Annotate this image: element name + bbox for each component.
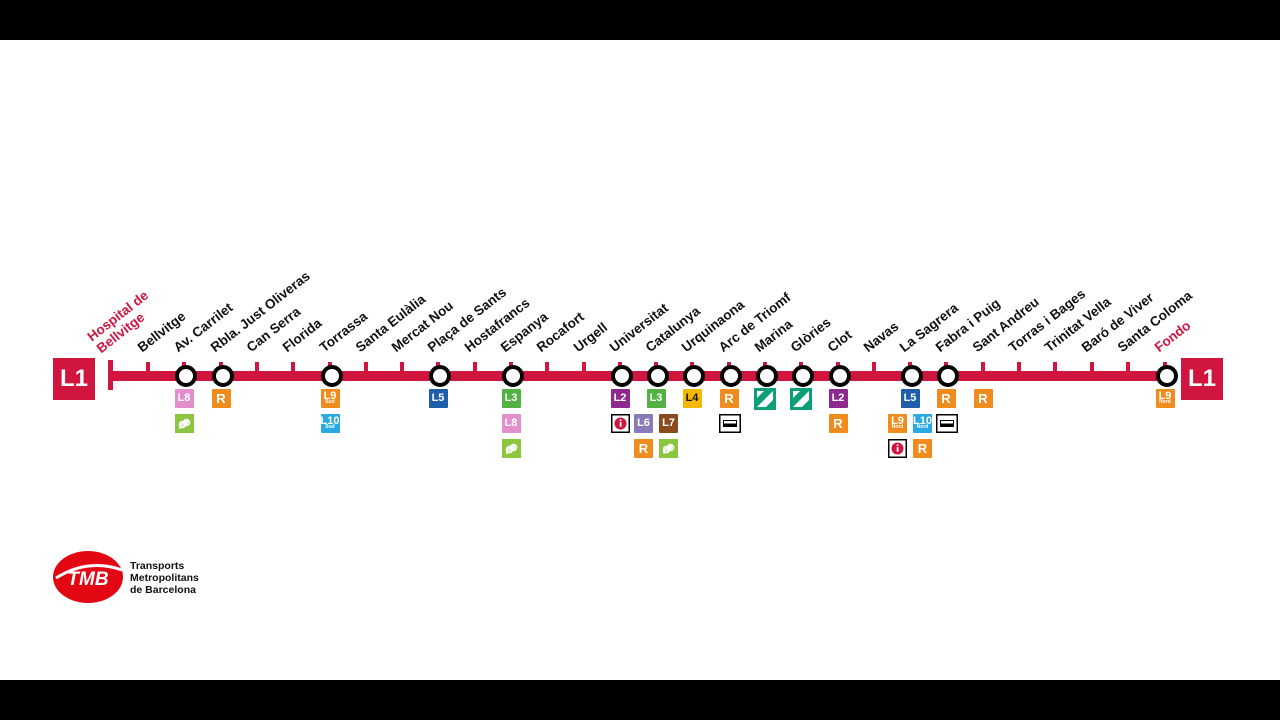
- info-icon: [888, 439, 907, 465]
- interchange-node-fondo[interactable]: [1156, 365, 1178, 387]
- tick-hostafrancs: [473, 362, 477, 371]
- connection-badge-l7: L7: [659, 414, 678, 433]
- connection-badge-l9: L9 Nord: [888, 414, 907, 433]
- line-badge-end: L1: [1181, 358, 1223, 400]
- fgc-icon: [659, 439, 678, 465]
- badge-text: R: [978, 391, 988, 406]
- fgc-icon: [501, 439, 521, 465]
- badge-text: L6: [637, 417, 650, 429]
- badge-text: L7: [662, 417, 675, 429]
- interchange-node-fabra-i-puig[interactable]: [937, 365, 959, 387]
- badge-text: L9: [891, 415, 904, 427]
- logo-line-2: Metropolitans: [130, 572, 199, 584]
- interchange-node-universitat[interactable]: [611, 365, 633, 387]
- interchange-node-arc-de-triomf[interactable]: [720, 365, 742, 387]
- line-badge-start: L1: [53, 358, 95, 400]
- connection-badge-l8: L8: [501, 414, 521, 433]
- badge-text: L10: [913, 415, 932, 427]
- connection-badge-l4: L4: [682, 389, 702, 408]
- logo-line-3: de Barcelona: [130, 584, 196, 596]
- badge-text: L2: [613, 392, 627, 404]
- interchange-node-catalunya[interactable]: [647, 365, 669, 387]
- badge-text: L9: [323, 390, 337, 402]
- connection-badge-l3: L3: [501, 389, 521, 408]
- connection-badge-l9: L9 Nord: [1155, 389, 1175, 408]
- badge-text: R: [216, 391, 226, 406]
- badge-text: L9: [1158, 390, 1172, 402]
- connection-badge-l8: L8: [174, 389, 194, 408]
- tram-icon: [789, 388, 812, 417]
- connection-badge-l10: L10 Nord: [913, 414, 932, 433]
- interchange-node-av-carrilet[interactable]: [175, 365, 197, 387]
- tram-icon: [753, 388, 776, 417]
- tick-can-serra: [255, 362, 259, 371]
- connection-badge-l5: L5: [428, 389, 448, 408]
- tick-florida: [291, 362, 295, 371]
- connection-badge-r: R: [828, 414, 848, 433]
- badge-text: L8: [504, 417, 518, 429]
- interchange-node-espanya[interactable]: [502, 365, 524, 387]
- badge-text: L10: [320, 415, 340, 427]
- tmb-logo-mark: TMB: [53, 551, 123, 603]
- connection-badge-l6: L6: [634, 414, 653, 433]
- badge-text: L2: [831, 392, 845, 404]
- badge-text: R: [833, 416, 843, 431]
- connection-badge-l3: L3: [646, 389, 666, 408]
- badge-text: L3: [504, 392, 518, 404]
- badge-text: R: [941, 391, 951, 406]
- tick-sant-andreu: [981, 362, 985, 371]
- tick-torras-i-bages: [1017, 362, 1021, 371]
- tick-rocafort: [545, 362, 549, 371]
- connection-badge-l5: L5: [900, 389, 920, 408]
- badge-subtext: Nord: [1159, 399, 1171, 405]
- badge-text: R: [724, 391, 734, 406]
- connection-badge-l2: L2: [610, 389, 630, 408]
- tmb-logo: TMB: [52, 548, 124, 609]
- bus-icon: [935, 414, 958, 440]
- info-icon: [610, 414, 630, 440]
- interchange-node-torrassa[interactable]: [321, 365, 343, 387]
- tick-mercat-nou: [400, 362, 404, 371]
- connection-badge-r: R: [913, 439, 932, 458]
- badge-text: R: [638, 441, 649, 456]
- interchange-node-placa-de-sants[interactable]: [429, 365, 451, 387]
- badge-text: L3: [649, 392, 663, 404]
- badge-subtext: Sud: [325, 424, 335, 430]
- connection-badge-r: R: [973, 389, 993, 408]
- connection-badge-l9: L9 Sud: [320, 389, 340, 408]
- badge-text: L5: [903, 392, 917, 404]
- tick-bellvitge: [146, 362, 150, 371]
- tick-baro-de-viver: [1090, 362, 1094, 371]
- interchange-node-la-sagrera[interactable]: [901, 365, 923, 387]
- interchange-node-urquinaona[interactable]: [683, 365, 705, 387]
- fgc-icon: [174, 414, 194, 440]
- map-canvas: [0, 40, 1280, 680]
- badge-subtext: Nord: [891, 424, 904, 430]
- badge-text: L5: [431, 392, 445, 404]
- connection-badge-l2: L2: [828, 389, 848, 408]
- logo-line-1: Transports: [130, 560, 185, 572]
- line-track: [110, 371, 1168, 381]
- bus-icon: [718, 414, 741, 440]
- interchange-node-clot[interactable]: [829, 365, 851, 387]
- badge-text: R: [917, 441, 928, 456]
- connection-badge-r: R: [634, 439, 653, 458]
- interchange-node-glories[interactable]: [792, 365, 814, 387]
- connection-badge-r: R: [211, 389, 231, 408]
- tick-trinitat-vella: [1053, 362, 1057, 371]
- tick-santa-eulalia: [364, 362, 368, 371]
- connection-badge-r: R: [936, 389, 956, 408]
- interchange-node-marina[interactable]: [756, 365, 778, 387]
- badge-text: L8: [177, 392, 191, 404]
- badge-subtext: Sud: [325, 399, 335, 405]
- connection-badge-l10: L10 Sud: [320, 414, 340, 433]
- tmb-mark-text: TMB: [67, 569, 108, 590]
- badge-text: L4: [685, 392, 699, 404]
- badge-subtext: Nord: [916, 424, 929, 430]
- tick-navas: [872, 362, 876, 371]
- connection-badge-r: R: [719, 389, 739, 408]
- tick-urgell: [582, 362, 586, 371]
- interchange-node-rbla-just-oliveras[interactable]: [212, 365, 234, 387]
- tick-santa-coloma: [1126, 362, 1130, 371]
